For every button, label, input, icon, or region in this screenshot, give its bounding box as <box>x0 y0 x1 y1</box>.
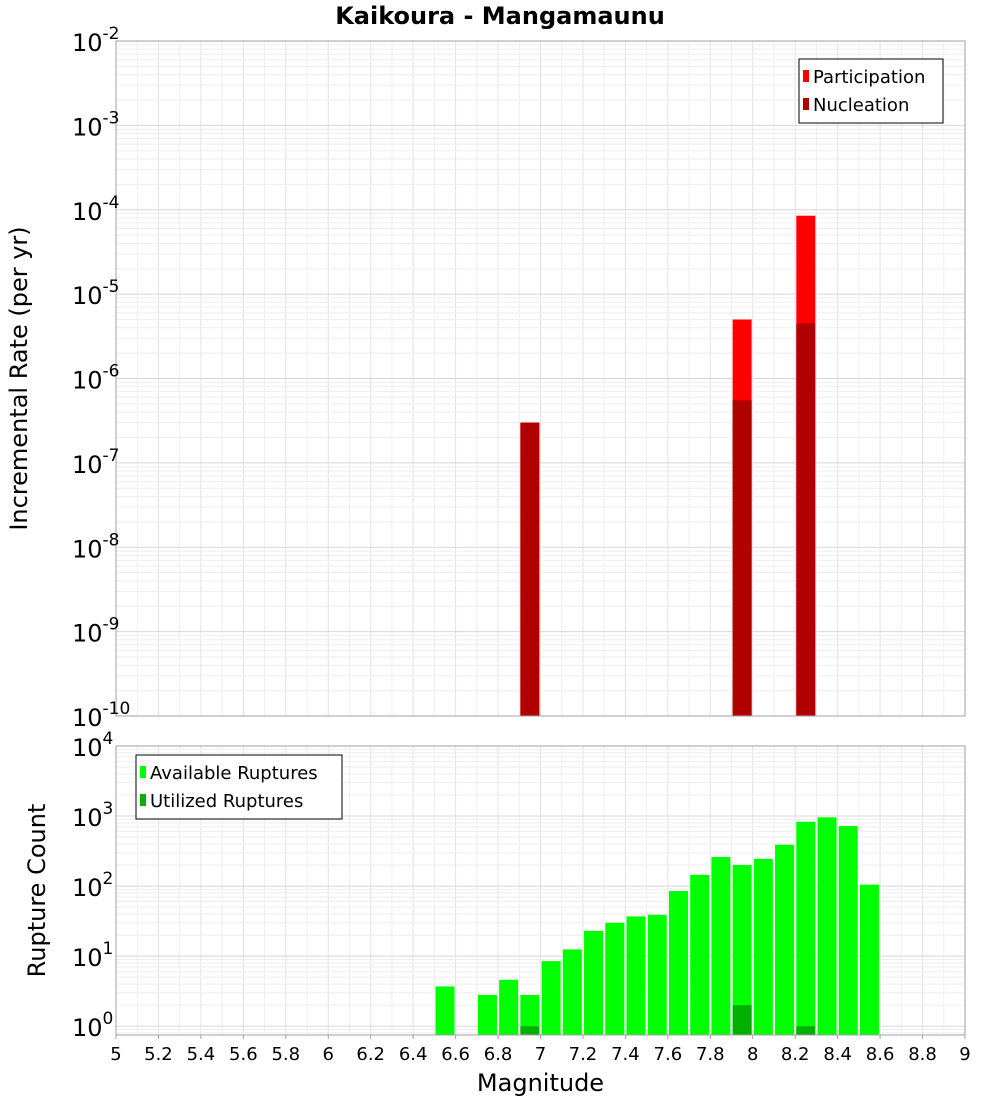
y-tick-label: 100 <box>72 1009 113 1042</box>
nucleation-bar <box>732 400 752 716</box>
available-ruptures-bar <box>859 884 879 1035</box>
available-ruptures-bar <box>690 874 710 1035</box>
x-tick-label: 6.8 <box>484 1044 513 1065</box>
x-tick-label: 7.8 <box>696 1044 725 1065</box>
bottom-bars <box>435 817 879 1035</box>
y-tick-label: 10-9 <box>72 615 120 648</box>
y-tick-label: 104 <box>72 729 113 762</box>
x-tick-label: 5 <box>110 1044 121 1065</box>
y-tick-label: 10-8 <box>72 530 120 563</box>
x-tick-label: 6.4 <box>399 1044 428 1065</box>
available-ruptures-bar <box>775 844 795 1035</box>
y-tick-label: 102 <box>72 869 113 902</box>
legend-label: Participation <box>813 67 925 88</box>
y-tick-label: 10-6 <box>72 362 120 395</box>
bottom-y-axis-label: Rupture Count <box>23 804 51 978</box>
utilized-ruptures-bar <box>520 1026 540 1035</box>
available-ruptures-bar <box>796 821 816 1035</box>
utilized-ruptures-bar <box>796 1026 816 1035</box>
legend-swatch <box>803 98 809 110</box>
legend-label: Utilized Ruptures <box>150 791 303 812</box>
bottom-plot-panel: 104 103 102 101 100 5 5.2 5.4 5.6 5.8 6 6.2 6.4 6.6 6… <box>23 729 971 1097</box>
legend-swatch <box>803 70 809 82</box>
available-ruptures-bar <box>838 826 858 1035</box>
x-tick-label: 6 <box>323 1044 334 1065</box>
x-tick-label: 7 <box>535 1044 546 1065</box>
legend-box <box>798 58 944 124</box>
bottom-y-tick-labels: 104 103 102 101 100 <box>72 729 113 1042</box>
available-ruptures-bar <box>435 986 455 1035</box>
x-tick-label: 5.4 <box>187 1044 216 1065</box>
x-tick-label: 6.6 <box>441 1044 470 1065</box>
legend-box <box>135 754 343 820</box>
top-gridlines <box>115 41 966 717</box>
x-tick-label: 6.2 <box>356 1044 385 1065</box>
x-tick-label: 7.4 <box>611 1044 640 1065</box>
available-ruptures-bar <box>584 930 604 1035</box>
x-tick-label: 8.8 <box>908 1044 937 1065</box>
y-tick-label: 103 <box>72 799 113 832</box>
x-tick-label: 7.2 <box>569 1044 598 1065</box>
utilized-ruptures-bar <box>732 1005 752 1035</box>
x-tick-label: 5.6 <box>229 1044 258 1065</box>
x-axis-label: Magnitude <box>477 1069 604 1097</box>
top-legend: Participation Nucleation <box>798 58 944 124</box>
available-ruptures-bar <box>753 858 773 1035</box>
x-tick-label: 7.6 <box>654 1044 683 1065</box>
available-ruptures-bar <box>520 994 540 1035</box>
y-tick-label: 10-3 <box>72 108 120 141</box>
x-tick-label: 5.2 <box>144 1044 173 1065</box>
available-ruptures-bar <box>711 857 731 1035</box>
available-ruptures-bar <box>626 916 646 1035</box>
available-ruptures-bar <box>541 961 561 1035</box>
y-tick-label: 101 <box>72 939 113 972</box>
x-tick-labels: 5 5.2 5.4 5.6 5.8 6 6.2 6.4 6.6 6.8 7 7.2 7.4 7.6 7.8 8… <box>110 1035 971 1065</box>
x-tick-label: 8.6 <box>866 1044 895 1065</box>
top-y-axis-label: Incremental Rate (per yr) <box>5 226 33 530</box>
available-ruptures-bar <box>732 865 752 1035</box>
legend-label: Nucleation <box>813 95 909 116</box>
x-tick-label: 8.2 <box>781 1044 810 1065</box>
chart-title: Kaikoura - Mangamaunu <box>335 2 665 30</box>
available-ruptures-bar <box>817 817 837 1035</box>
y-tick-label: 10-10 <box>72 699 130 732</box>
x-tick-label: 5.8 <box>271 1044 300 1065</box>
x-tick-label: 8 <box>747 1044 758 1065</box>
available-ruptures-bar <box>477 994 497 1035</box>
nucleation-bar <box>796 323 816 716</box>
y-tick-label: 10-5 <box>72 277 120 310</box>
available-ruptures-bar <box>605 922 625 1035</box>
available-ruptures-bar <box>499 979 519 1035</box>
y-tick-label: 10-2 <box>72 24 120 57</box>
x-tick-label: 8.4 <box>823 1044 852 1065</box>
available-ruptures-bar <box>647 914 667 1035</box>
top-plot-panel: 10-2 10-3 10-4 10-5 10-6 10-7 10-8 10-9 10-10 In… <box>5 24 966 732</box>
legend-swatch <box>140 794 146 806</box>
y-tick-label: 10-4 <box>72 193 120 226</box>
top-plot-frame <box>115 40 966 717</box>
top-bars <box>520 215 816 717</box>
available-ruptures-bar <box>562 949 582 1035</box>
y-tick-label: 10-7 <box>72 446 120 479</box>
nucleation-bar <box>520 422 540 716</box>
x-tick-label: 9 <box>959 1044 970 1065</box>
top-y-tick-labels: 10-2 10-3 10-4 10-5 10-6 10-7 10-8 10-9 10-10 <box>72 24 130 732</box>
legend-swatch <box>140 766 146 778</box>
bottom-legend: Available Ruptures Utilized Ruptures <box>135 754 343 820</box>
legend-label: Available Ruptures <box>150 763 318 784</box>
available-ruptures-bar <box>668 891 688 1035</box>
